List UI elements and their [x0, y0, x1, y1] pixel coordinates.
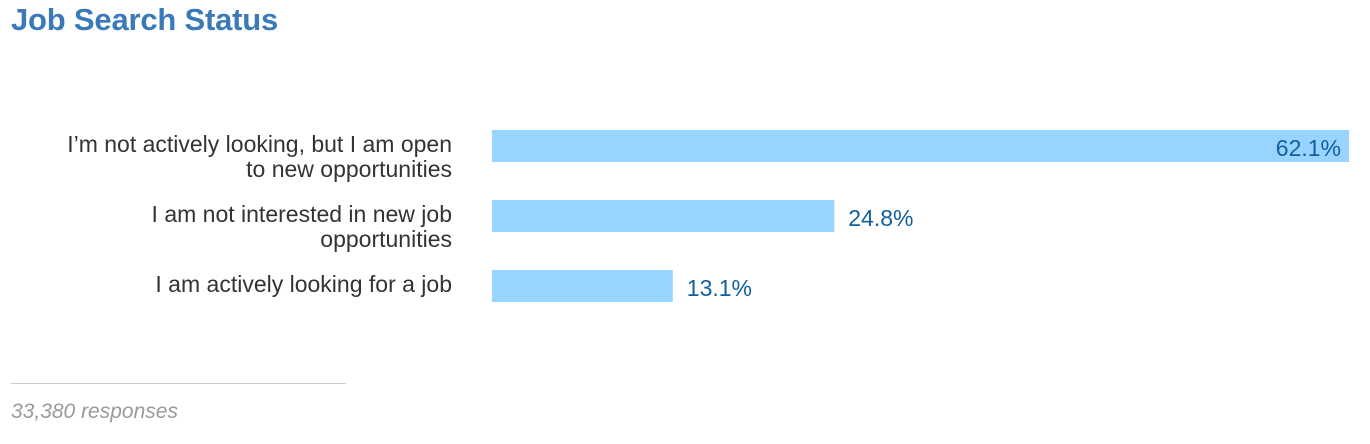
category-label-2-line-0: I am actively looking for a job — [155, 271, 452, 297]
footnote-divider — [11, 383, 346, 384]
category-label-1-line-1: opportunities — [320, 226, 452, 252]
value-label-1: 24.8% — [848, 205, 913, 231]
value-label-2: 13.1% — [687, 275, 752, 301]
chart-title: Job Search Status — [11, 2, 279, 37]
category-label-0-line-0: I’m not actively looking, but I am open — [67, 131, 452, 157]
category-label-0-line-1: to new opportunities — [246, 156, 452, 182]
bar-1 — [492, 200, 835, 232]
bar-2 — [492, 270, 673, 302]
value-label-0: 62.1% — [1276, 135, 1341, 161]
category-label-1-line-0: I am not interested in new job — [152, 201, 452, 227]
bar-0 — [492, 130, 1349, 162]
response-count: 33,380 responses — [11, 400, 178, 423]
